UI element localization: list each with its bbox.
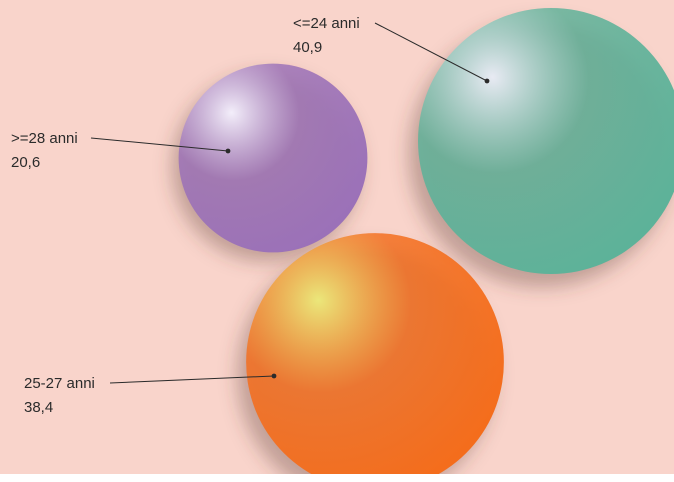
bubble-0-name-label: <=24 anni [293,15,360,32]
bubble-labels: <=24 anni 40,9 >=28 anni 20,6 25-27 anni 38,4 [11,15,490,416]
bubble-2-name-label: 25-27 anni [24,375,95,392]
bubble-0-value-label: 40,9 [293,39,322,56]
bubble-0-leader-line [374,22,488,82]
bubbles [178,8,674,474]
bubble-0 [418,8,674,274]
bubble-1-value-label: 20,6 [11,154,40,171]
bubble-1-name-label: >=28 anni [11,130,78,147]
bubble-2-value-label: 38,4 [24,399,53,416]
bubble-1-anchor-dot [225,148,231,154]
bubble-2-leader-line [109,375,275,384]
bubble-2 [246,233,504,474]
bubble-1 [178,63,368,253]
bubble-1-leader-line [90,137,229,152]
bubble-0-anchor-dot [484,78,490,84]
bubble-2-anchor-dot [271,373,277,379]
